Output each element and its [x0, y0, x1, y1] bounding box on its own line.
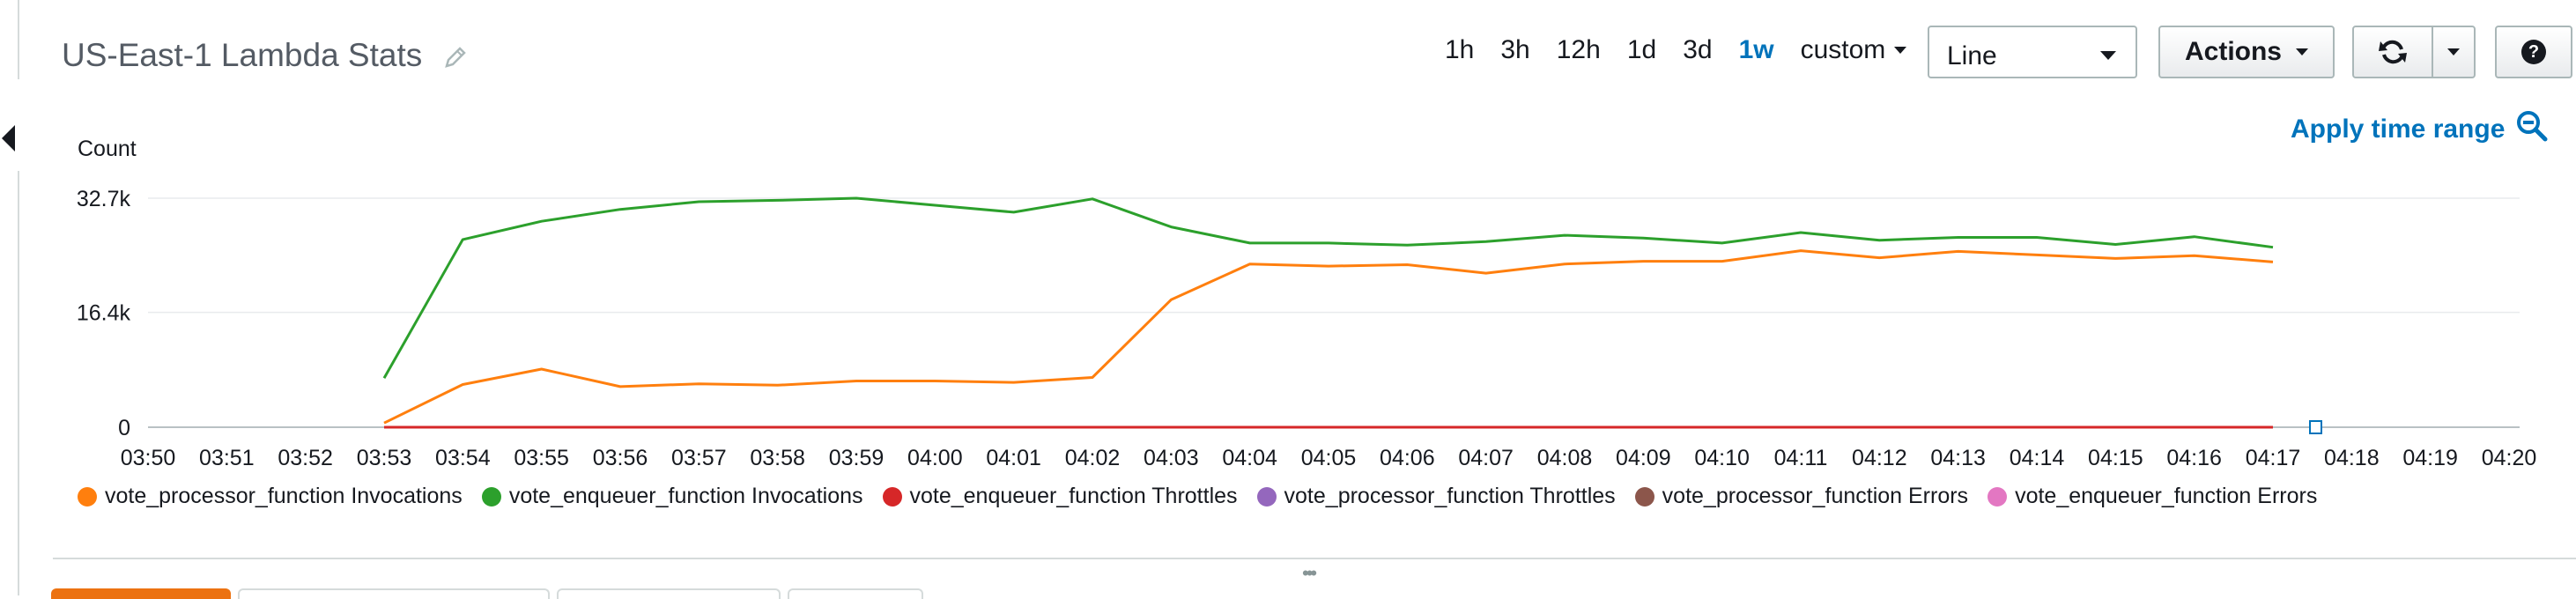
- x-tick-label: 04:14: [2010, 446, 2065, 470]
- help-button[interactable]: ?: [2495, 26, 2572, 78]
- series-line: [382, 196, 2274, 380]
- chart-legend: vote_processor_function Invocations vote_…: [78, 484, 2336, 509]
- legend-label: vote_processor_function Errors: [1662, 484, 1969, 508]
- x-tick-label: 03:56: [593, 446, 648, 470]
- x-tick-label: 03:55: [514, 446, 569, 470]
- legend-label: vote_processor_function Throttles: [1284, 484, 1616, 508]
- panel-border-bottom: [18, 171, 19, 595]
- x-tick-label: 03:58: [750, 446, 805, 470]
- x-tick-label: 04:11: [1774, 446, 1828, 470]
- x-tick-label: 04:16: [2166, 446, 2222, 470]
- x-tick-label: 03:53: [357, 446, 412, 470]
- legend-swatch: [1988, 486, 2008, 507]
- x-tick-label: 04:00: [907, 446, 963, 470]
- x-tick-label: 03:59: [829, 446, 885, 470]
- time-range-selector: 1h 3h 12h 1d 3d 1w custom: [1445, 35, 1933, 65]
- refresh-icon: [2379, 40, 2407, 64]
- x-tick-label: 04:08: [1537, 446, 1593, 470]
- chart-type-select[interactable]: Line: [1928, 26, 2137, 78]
- x-tick-label: 04:13: [1930, 446, 1986, 470]
- x-tick-label: 04:04: [1222, 446, 1277, 470]
- legend-item[interactable]: vote_processor_function Errors: [1634, 484, 1969, 509]
- x-tick-label: 04:07: [1458, 446, 1514, 470]
- range-3h[interactable]: 3h: [1500, 35, 1530, 64]
- legend-swatch: [882, 486, 902, 507]
- legend-swatch: [78, 486, 97, 507]
- actions-button[interactable]: Actions: [2158, 26, 2335, 78]
- y-tick-label: 0: [118, 416, 130, 440]
- x-tick-label: 04:01: [986, 446, 1041, 470]
- legend-label: vote_enqueuer_function Throttles: [909, 484, 1238, 508]
- panel-border-top: [18, 0, 19, 79]
- range-1d[interactable]: 1d: [1626, 35, 1657, 64]
- dashboard-title: US-East-1 Lambda Stats: [62, 37, 423, 73]
- legend-item[interactable]: vote_processor_function Invocations: [78, 484, 463, 509]
- chart-type-value: Line: [1947, 41, 1997, 70]
- legend-item[interactable]: vote_enqueuer_function Errors: [1988, 484, 2317, 509]
- bottom-tabs: [51, 588, 930, 599]
- x-tick-label: 04:12: [1852, 446, 1907, 470]
- range-custom-label: custom: [1800, 35, 1886, 64]
- tab-3[interactable]: [557, 588, 781, 599]
- x-tick-label: 04:20: [2482, 446, 2537, 470]
- y-tick-label: 32.7k: [77, 187, 131, 211]
- x-tick-label: 03:54: [435, 446, 491, 470]
- x-tick-label: 04:02: [1065, 446, 1121, 470]
- tab-1[interactable]: [51, 588, 231, 599]
- x-tick-label: 04:06: [1380, 446, 1435, 470]
- edit-title-icon[interactable]: [442, 44, 469, 70]
- x-tick-label: 03:51: [199, 446, 255, 470]
- legend-label: vote_enqueuer_function Invocations: [508, 484, 863, 508]
- range-3d[interactable]: 3d: [1683, 35, 1713, 64]
- range-1h[interactable]: 1h: [1445, 35, 1475, 64]
- legend-item[interactable]: vote_enqueuer_function Invocations: [481, 484, 863, 509]
- time-cursor-handle: [2309, 420, 2322, 434]
- legend-label: vote_processor_function Invocations: [105, 484, 463, 508]
- chevron-down-icon: [2100, 51, 2116, 60]
- refresh-button[interactable]: [2352, 26, 2433, 78]
- range-custom[interactable]: custom: [1801, 35, 1934, 65]
- x-tick-label: 04:03: [1144, 446, 1199, 470]
- refresh-options-button[interactable]: [2432, 26, 2476, 78]
- y-tick-label: 16.4k: [77, 301, 131, 326]
- help-icon: ?: [2521, 40, 2546, 64]
- y-axis-label: Count: [78, 137, 137, 161]
- chevron-down-icon: [2296, 48, 2308, 55]
- resize-handle-icon[interactable]: •••: [1302, 562, 1317, 584]
- legend-swatch: [481, 486, 501, 507]
- legend-swatch: [1256, 486, 1277, 507]
- x-tick-label: 04:15: [2088, 446, 2143, 470]
- collapse-panel-icon[interactable]: [2, 125, 15, 152]
- series-line: [383, 249, 2274, 425]
- legend-item[interactable]: vote_enqueuer_function Throttles: [882, 484, 1238, 509]
- x-tick-label: 04:19: [2402, 446, 2458, 470]
- tab-2[interactable]: [238, 588, 550, 599]
- x-tick-label: 03:57: [671, 446, 727, 470]
- legend-swatch: [1634, 486, 1654, 507]
- side-panel-edge: [0, 0, 19, 595]
- legend-item[interactable]: vote_processor_function Throttles: [1256, 484, 1616, 509]
- panel-divider: [53, 558, 2576, 559]
- x-tick-label: 04:05: [1301, 446, 1357, 470]
- x-tick-label: 03:50: [121, 446, 176, 470]
- x-tick-label: 04:10: [1694, 446, 1750, 470]
- apply-time-range-link[interactable]: Apply time range: [2291, 115, 2506, 144]
- range-12h[interactable]: 12h: [1556, 35, 1601, 64]
- actions-label: Actions: [2184, 37, 2282, 66]
- x-tick-label: 04:09: [1616, 446, 1671, 470]
- range-1w[interactable]: 1w: [1738, 35, 1774, 64]
- tab-4[interactable]: [788, 588, 923, 599]
- chevron-down-icon: [1894, 47, 1907, 54]
- legend-label: vote_enqueuer_function Errors: [2015, 484, 2318, 508]
- chevron-down-icon: [2447, 48, 2460, 55]
- x-tick-label: 04:17: [2246, 446, 2301, 470]
- metrics-chart[interactable]: 32.7k 16.4k 0 03:50 03:51 03:52 03:53 03:54 03:5…: [0, 167, 2576, 471]
- zoom-out-icon[interactable]: [2515, 109, 2549, 143]
- x-tick-label: 04:18: [2324, 446, 2380, 470]
- x-tick-label: 03:52: [278, 446, 333, 470]
